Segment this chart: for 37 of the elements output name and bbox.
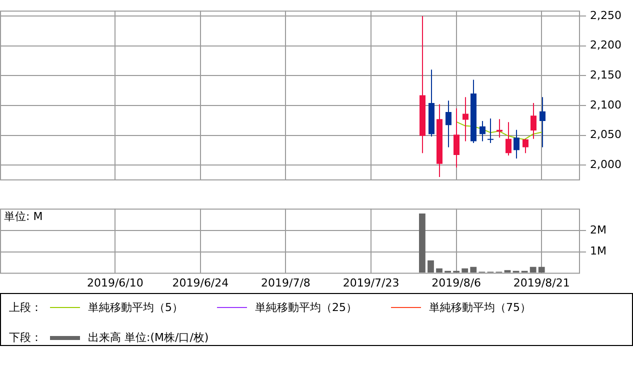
bar bbox=[470, 266, 477, 273]
bar bbox=[428, 260, 434, 273]
bar bbox=[419, 213, 426, 273]
bar bbox=[462, 268, 468, 273]
candlestick bbox=[514, 129, 520, 160]
x-tick-label: 2019/8/21 bbox=[513, 276, 570, 290]
y-tick-label: 2M bbox=[590, 224, 606, 237]
y-tick-label: 2,100 bbox=[590, 98, 622, 112]
x-tick-label: 2019/6/10 bbox=[86, 276, 144, 290]
bar bbox=[538, 266, 545, 273]
candlestick bbox=[522, 138, 528, 154]
y-axis-title: 単位: M bbox=[4, 210, 43, 223]
candlestick bbox=[540, 96, 546, 148]
candlestick bbox=[488, 118, 494, 144]
legend-title: 上段： bbox=[9, 300, 42, 315]
y-tick-label: 2,250 bbox=[590, 8, 622, 22]
candlestick bbox=[480, 120, 486, 142]
legend-label: 単純移動平均（75） bbox=[429, 300, 531, 315]
y-tick-label: 2,050 bbox=[590, 128, 622, 142]
candlestick bbox=[446, 100, 452, 148]
legend-title: 下段： bbox=[9, 330, 42, 345]
candlestick bbox=[462, 96, 468, 142]
y-tick-label: 1M bbox=[590, 244, 606, 258]
x-tick-label: 2019/6/24 bbox=[172, 276, 229, 290]
candlestick bbox=[530, 102, 536, 140]
y-tick-label: 2,150 bbox=[590, 68, 622, 82]
legend-label: 単純移動平均（5） bbox=[88, 300, 183, 315]
x-tick-label: 2019/7/8 bbox=[261, 276, 310, 290]
bar bbox=[436, 268, 442, 273]
y-tick-label: 2,000 bbox=[590, 158, 622, 171]
legend-label: 単純移動平均（25） bbox=[255, 300, 357, 315]
x-tick-label: 2019/8/6 bbox=[432, 276, 482, 290]
bar bbox=[530, 266, 536, 273]
y-tick-label: 2,200 bbox=[590, 38, 622, 52]
candlestick bbox=[506, 122, 512, 156]
x-tick-label: 2019/7/23 bbox=[342, 276, 400, 290]
legend-label: 出来高 単位:(M株/口/枚) bbox=[88, 330, 209, 345]
